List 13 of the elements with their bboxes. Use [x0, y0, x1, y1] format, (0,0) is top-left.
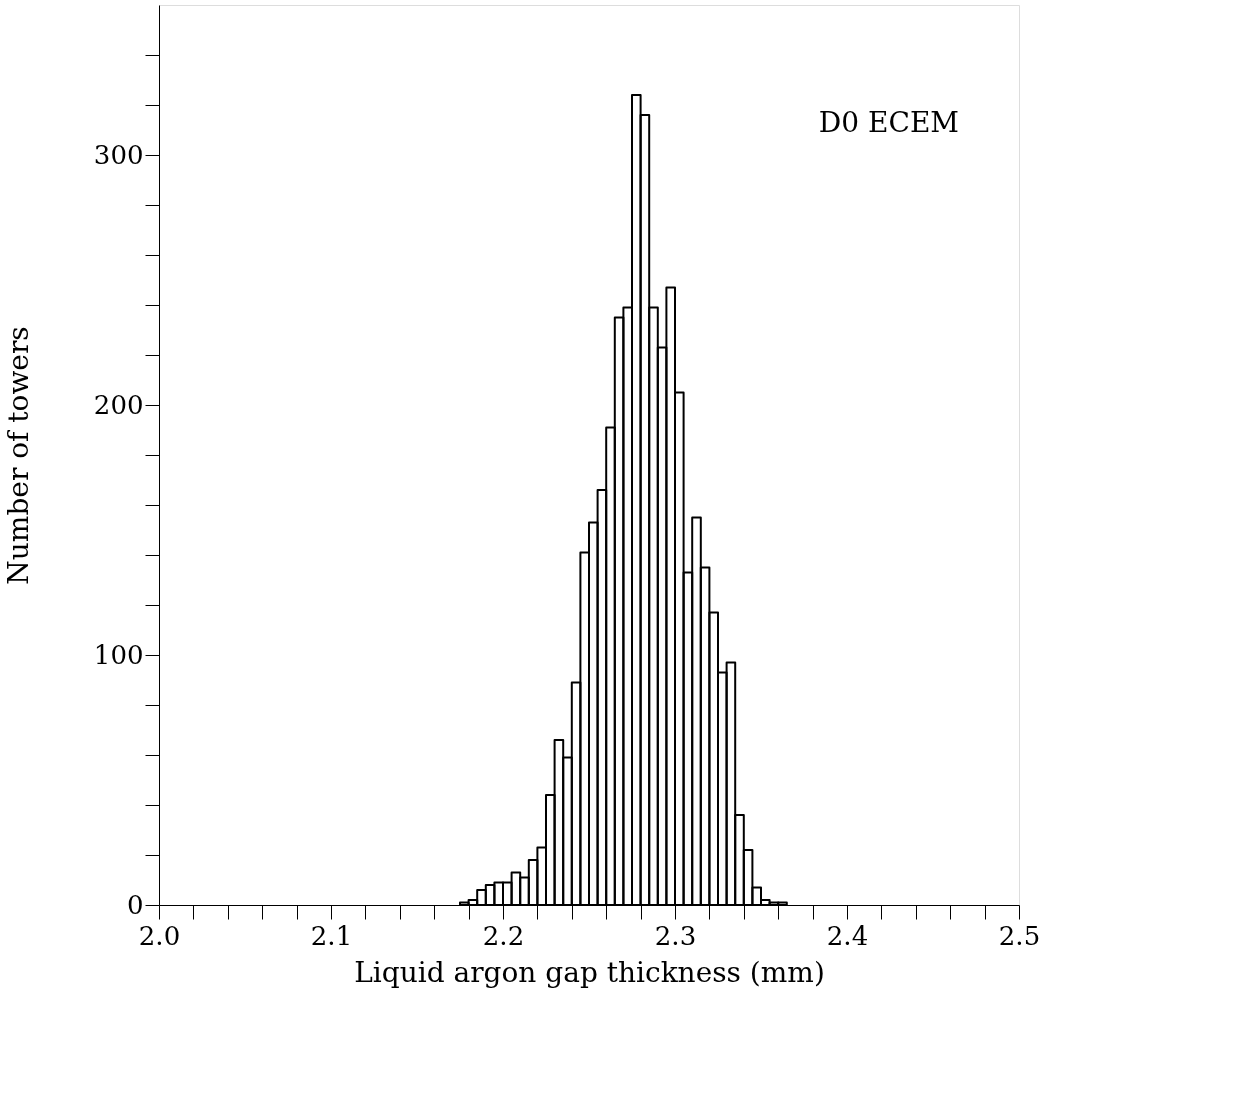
annotation: D0 ECEM — [818, 106, 959, 139]
y-tick-label: 100 — [93, 639, 144, 670]
x-axis-title: Liquid argon gap thickness (mm) — [354, 955, 825, 989]
y-tick-label: 300 — [93, 139, 144, 170]
y-tick-label: 0 — [126, 889, 144, 920]
x-tick-label: 2.5 — [998, 920, 1041, 951]
x-tick-label: 2.1 — [310, 920, 353, 951]
y-tick-label: 200 — [93, 389, 144, 420]
x-tick-label: 2.3 — [654, 920, 697, 951]
x-tick-label: 2.0 — [138, 920, 181, 951]
y-axis-title: Number of towers — [1, 326, 35, 585]
x-tick-label: 2.2 — [482, 920, 525, 951]
x-tick-label: 2.4 — [826, 920, 869, 951]
